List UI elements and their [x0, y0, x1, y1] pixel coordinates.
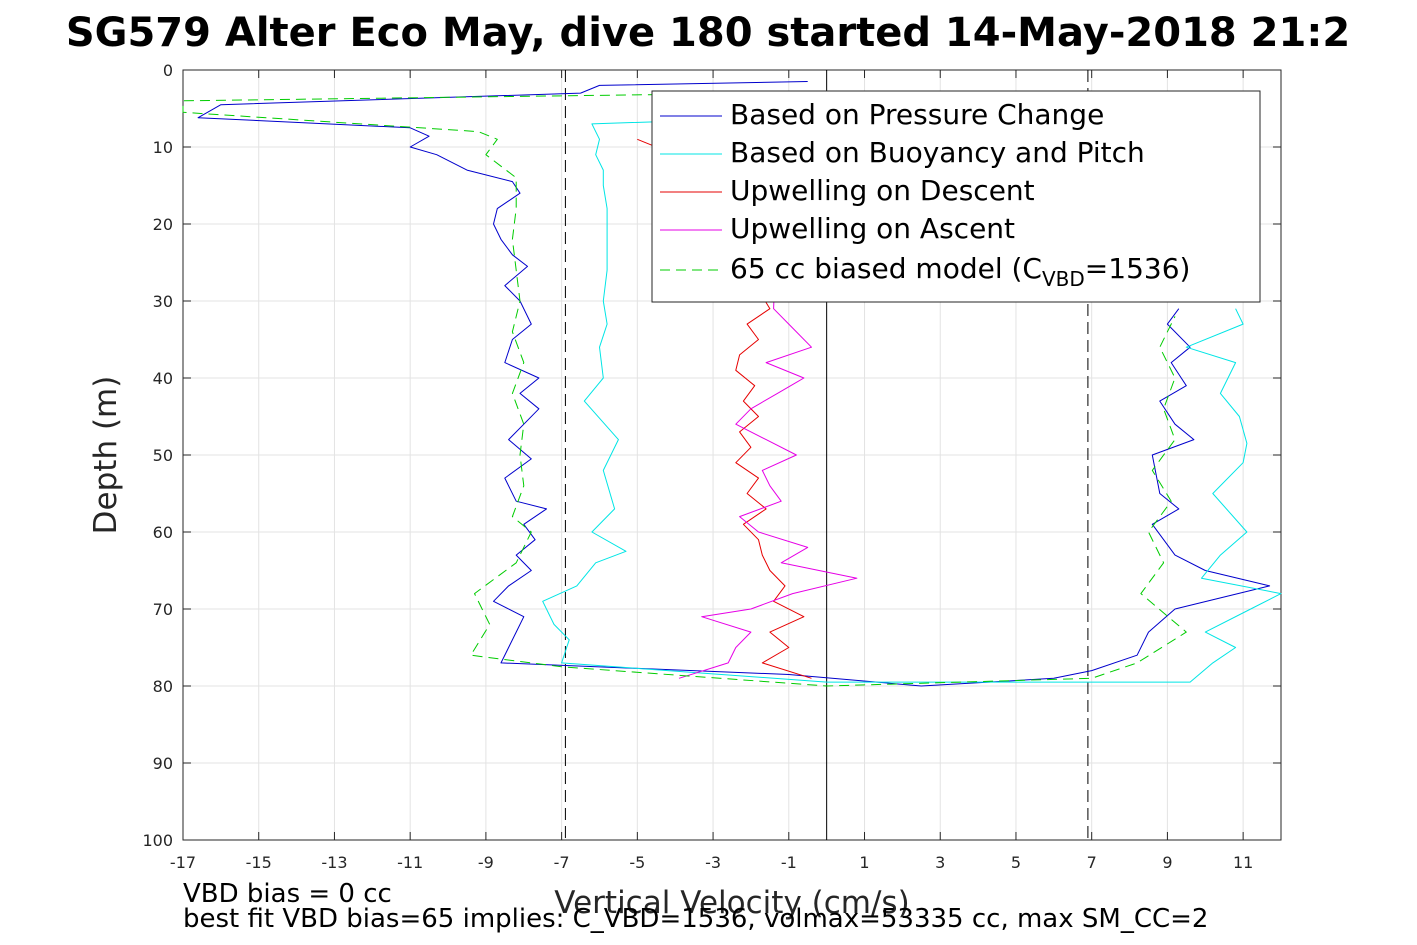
series-line-upwelling-descent: [637, 138, 812, 679]
series-line-pressure-change: [197, 81, 1271, 687]
legend-swatches: [660, 115, 722, 271]
y-tick-label: 30: [153, 292, 173, 311]
tick-labels: -17 -15 -13 -11 -9 -7 -5 -3 -1 1 3 5 7 9 1101020304050…: [142, 61, 1281, 872]
x-tick-label: -9: [478, 853, 494, 872]
legend-label-buoyancy: Based on Buoyancy and Pitch: [730, 136, 1145, 169]
x-axis-label: Vertical Velocity (cm/s): [554, 885, 909, 921]
y-tick-label: 90: [153, 754, 173, 773]
best-fit-note: best fit VBD bias=65 implies: C_VBD=1536…: [183, 904, 1208, 934]
x-tick-label: 1: [859, 853, 869, 872]
legend-label-biased-model-sub: VBD: [1042, 267, 1085, 291]
x-tick-label: 3: [935, 853, 945, 872]
y-axis-label: Depth (m): [88, 376, 124, 535]
series-line-biased-model: [182, 92, 1187, 687]
x-tick-label: -13: [321, 853, 347, 872]
x-tick-label: -3: [705, 853, 721, 872]
vbd-bias-note: VBD bias = 0 cc: [183, 879, 392, 909]
x-tick-label: -11: [397, 853, 423, 872]
legend-box: [651, 90, 1261, 303]
x-tick-label: 5: [1011, 853, 1021, 872]
x-tick-label: -17: [170, 853, 196, 872]
x-tick-label: 9: [1162, 853, 1172, 872]
data-series: [182, 81, 1282, 687]
legend-label-pressure: Based on Pressure Change: [730, 98, 1104, 131]
series-line-buoyancy-pitch: [542, 119, 1282, 683]
legend-label-biased-model-main: 65 cc biased model (C: [730, 252, 1042, 285]
legend-label-biased-model-end: =1536): [1085, 252, 1191, 285]
legend-label-upwelling-descent: Upwelling on Descent: [730, 174, 1035, 207]
y-tick-label: 0: [163, 61, 173, 80]
x-tick-label: 11: [1233, 853, 1253, 872]
series-line-upwelling-ascent: [678, 93, 858, 679]
x-tick-label: -1: [781, 853, 797, 872]
x-tick-label: -15: [246, 853, 272, 872]
y-tick-label: 10: [153, 138, 173, 157]
y-tick-label: 60: [153, 523, 173, 542]
legend-label-upwelling-ascent: Upwelling on Ascent: [730, 212, 1015, 245]
chart-title: SG579 Alter Eco May, dive 180 started 14…: [66, 10, 1350, 56]
x-tick-label: -5: [629, 853, 645, 872]
y-tick-label: 80: [153, 677, 173, 696]
y-tick-label: 40: [153, 369, 173, 388]
legend: Based on Pressure Change Based on Buoyan…: [651, 90, 1261, 303]
x-tick-label: 7: [1087, 853, 1097, 872]
y-tick-label: 100: [142, 831, 173, 850]
y-tick-label: 50: [153, 446, 173, 465]
legend-label-biased-model: 65 cc biased model (CVBD=1536): [730, 252, 1190, 291]
y-tick-label: 20: [153, 215, 173, 234]
x-tick-label: -7: [554, 853, 570, 872]
y-tick-label: 70: [153, 600, 173, 619]
